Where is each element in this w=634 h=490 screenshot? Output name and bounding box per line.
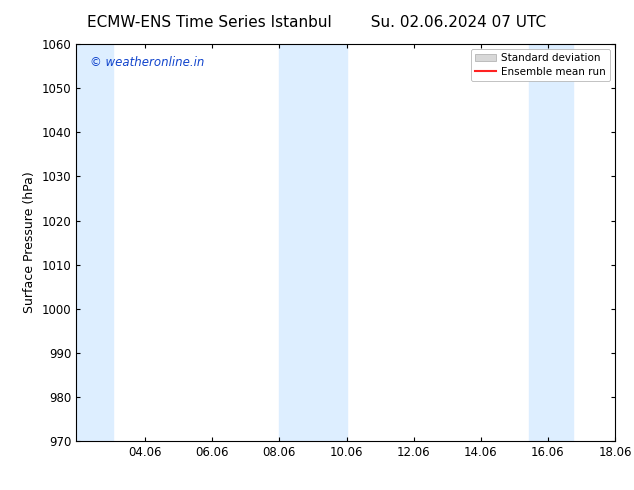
Legend: Standard deviation, Ensemble mean run: Standard deviation, Ensemble mean run (470, 49, 610, 81)
Y-axis label: Surface Pressure (hPa): Surface Pressure (hPa) (23, 172, 36, 314)
Bar (529, 44, 573, 441)
Bar (76, 44, 113, 441)
Text: ECMW-ENS Time Series Istanbul        Su. 02.06.2024 07 UTC: ECMW-ENS Time Series Istanbul Su. 02.06.… (87, 15, 547, 30)
Bar (280, 44, 347, 441)
Text: © weatheronline.in: © weatheronline.in (89, 56, 204, 69)
